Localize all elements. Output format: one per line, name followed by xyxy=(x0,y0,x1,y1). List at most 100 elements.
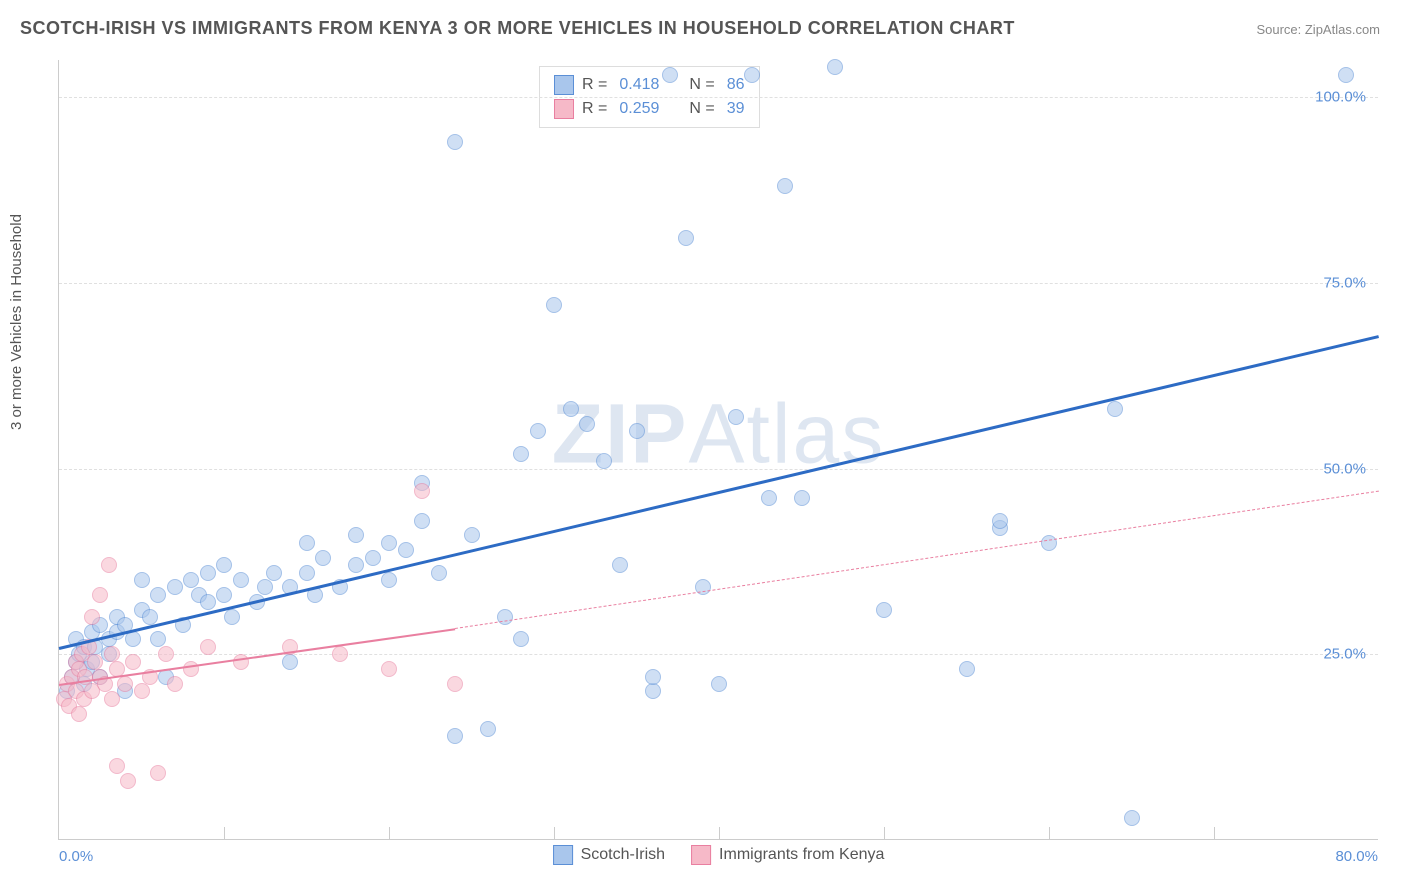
legend-r-value: 0.259 xyxy=(619,97,659,121)
legend-n-label: N = xyxy=(689,73,714,97)
scatter-point xyxy=(959,661,975,677)
x-tick xyxy=(554,827,555,839)
x-tick xyxy=(389,827,390,839)
trend-line xyxy=(59,335,1380,650)
scatter-point xyxy=(777,178,793,194)
x-axis-max-label: 80.0% xyxy=(1335,848,1378,865)
scatter-point xyxy=(381,535,397,551)
x-tick xyxy=(1049,827,1050,839)
legend-swatch xyxy=(553,845,573,865)
y-tick-label: 50.0% xyxy=(1323,460,1366,477)
scatter-point xyxy=(299,565,315,581)
scatter-point xyxy=(414,483,430,499)
x-tick xyxy=(719,827,720,839)
scatter-point xyxy=(87,654,103,670)
scatter-point xyxy=(662,67,678,83)
legend-r-label: R = xyxy=(582,97,607,121)
legend-row: R = 0.259 N = 39 xyxy=(554,97,745,121)
scatter-point xyxy=(92,587,108,603)
x-axis-min-label: 0.0% xyxy=(59,848,93,865)
scatter-point xyxy=(563,401,579,417)
x-tick xyxy=(1214,827,1215,839)
legend-n-label: N = xyxy=(689,97,714,121)
scatter-point xyxy=(134,683,150,699)
x-tick xyxy=(224,827,225,839)
scatter-point xyxy=(257,579,273,595)
legend-item: Immigrants from Kenya xyxy=(691,845,884,865)
scatter-point xyxy=(104,691,120,707)
legend-swatch xyxy=(554,99,574,119)
scatter-point xyxy=(596,453,612,469)
scatter-point xyxy=(645,669,661,685)
chart-title: SCOTCH-IRISH VS IMMIGRANTS FROM KENYA 3 … xyxy=(20,18,1015,39)
scatter-point xyxy=(200,639,216,655)
scatter-point xyxy=(513,631,529,647)
scatter-point xyxy=(530,423,546,439)
scatter-point xyxy=(120,773,136,789)
trend-line xyxy=(455,491,1379,629)
x-tick xyxy=(884,827,885,839)
scatter-point xyxy=(480,721,496,737)
y-tick-label: 25.0% xyxy=(1323,646,1366,663)
legend-n-value: 86 xyxy=(727,73,745,97)
scatter-point xyxy=(447,728,463,744)
scatter-point xyxy=(1041,535,1057,551)
scatter-point xyxy=(1124,810,1140,826)
scatter-point xyxy=(315,550,331,566)
legend-n-value: 39 xyxy=(727,97,745,121)
scatter-point xyxy=(125,654,141,670)
legend-label: Immigrants from Kenya xyxy=(719,846,884,864)
scatter-point xyxy=(876,602,892,618)
scatter-point xyxy=(216,557,232,573)
scatter-point xyxy=(216,587,232,603)
scatter-point xyxy=(233,572,249,588)
legend-swatch xyxy=(691,845,711,865)
legend-row: R =0.418N =86 xyxy=(554,73,745,97)
gridline-horizontal xyxy=(59,469,1378,470)
scatter-point xyxy=(299,535,315,551)
scatter-point xyxy=(464,527,480,543)
scatter-point xyxy=(728,409,744,425)
scatter-point xyxy=(645,683,661,699)
scatter-point xyxy=(546,297,562,313)
legend-item: Scotch-Irish xyxy=(553,845,665,865)
scatter-point xyxy=(101,557,117,573)
scatter-point xyxy=(381,572,397,588)
scatter-point xyxy=(612,557,628,573)
scatter-point xyxy=(744,67,760,83)
scatter-point xyxy=(167,579,183,595)
scatter-point xyxy=(142,609,158,625)
scatter-point xyxy=(71,706,87,722)
scatter-point xyxy=(398,542,414,558)
gridline-horizontal xyxy=(59,283,1378,284)
scatter-point xyxy=(381,661,397,677)
scatter-point xyxy=(447,676,463,692)
y-tick-label: 75.0% xyxy=(1323,274,1366,291)
scatter-point xyxy=(678,230,694,246)
source-label: Source: ZipAtlas.com xyxy=(1256,22,1380,37)
scatter-point xyxy=(158,646,174,662)
scatter-point xyxy=(827,59,843,75)
scatter-point xyxy=(761,490,777,506)
scatter-point xyxy=(579,416,595,432)
scatter-point xyxy=(1107,401,1123,417)
scatter-point xyxy=(497,609,513,625)
y-tick-label: 100.0% xyxy=(1315,89,1366,106)
scatter-point xyxy=(224,609,240,625)
series-legend: Scotch-Irish Immigrants from Kenya xyxy=(553,845,885,865)
scatter-point xyxy=(1338,67,1354,83)
scatter-point xyxy=(183,572,199,588)
scatter-point xyxy=(348,527,364,543)
scatter-point xyxy=(711,676,727,692)
scatter-point xyxy=(513,446,529,462)
scatter-point xyxy=(150,765,166,781)
scatter-point xyxy=(134,572,150,588)
scatter-point xyxy=(992,513,1008,529)
legend-swatch xyxy=(554,75,574,95)
legend-r-label: R = xyxy=(582,73,607,97)
scatter-point xyxy=(794,490,810,506)
scatter-point xyxy=(104,646,120,662)
scatter-point xyxy=(150,631,166,647)
scatter-point xyxy=(365,550,381,566)
scatter-point xyxy=(84,609,100,625)
